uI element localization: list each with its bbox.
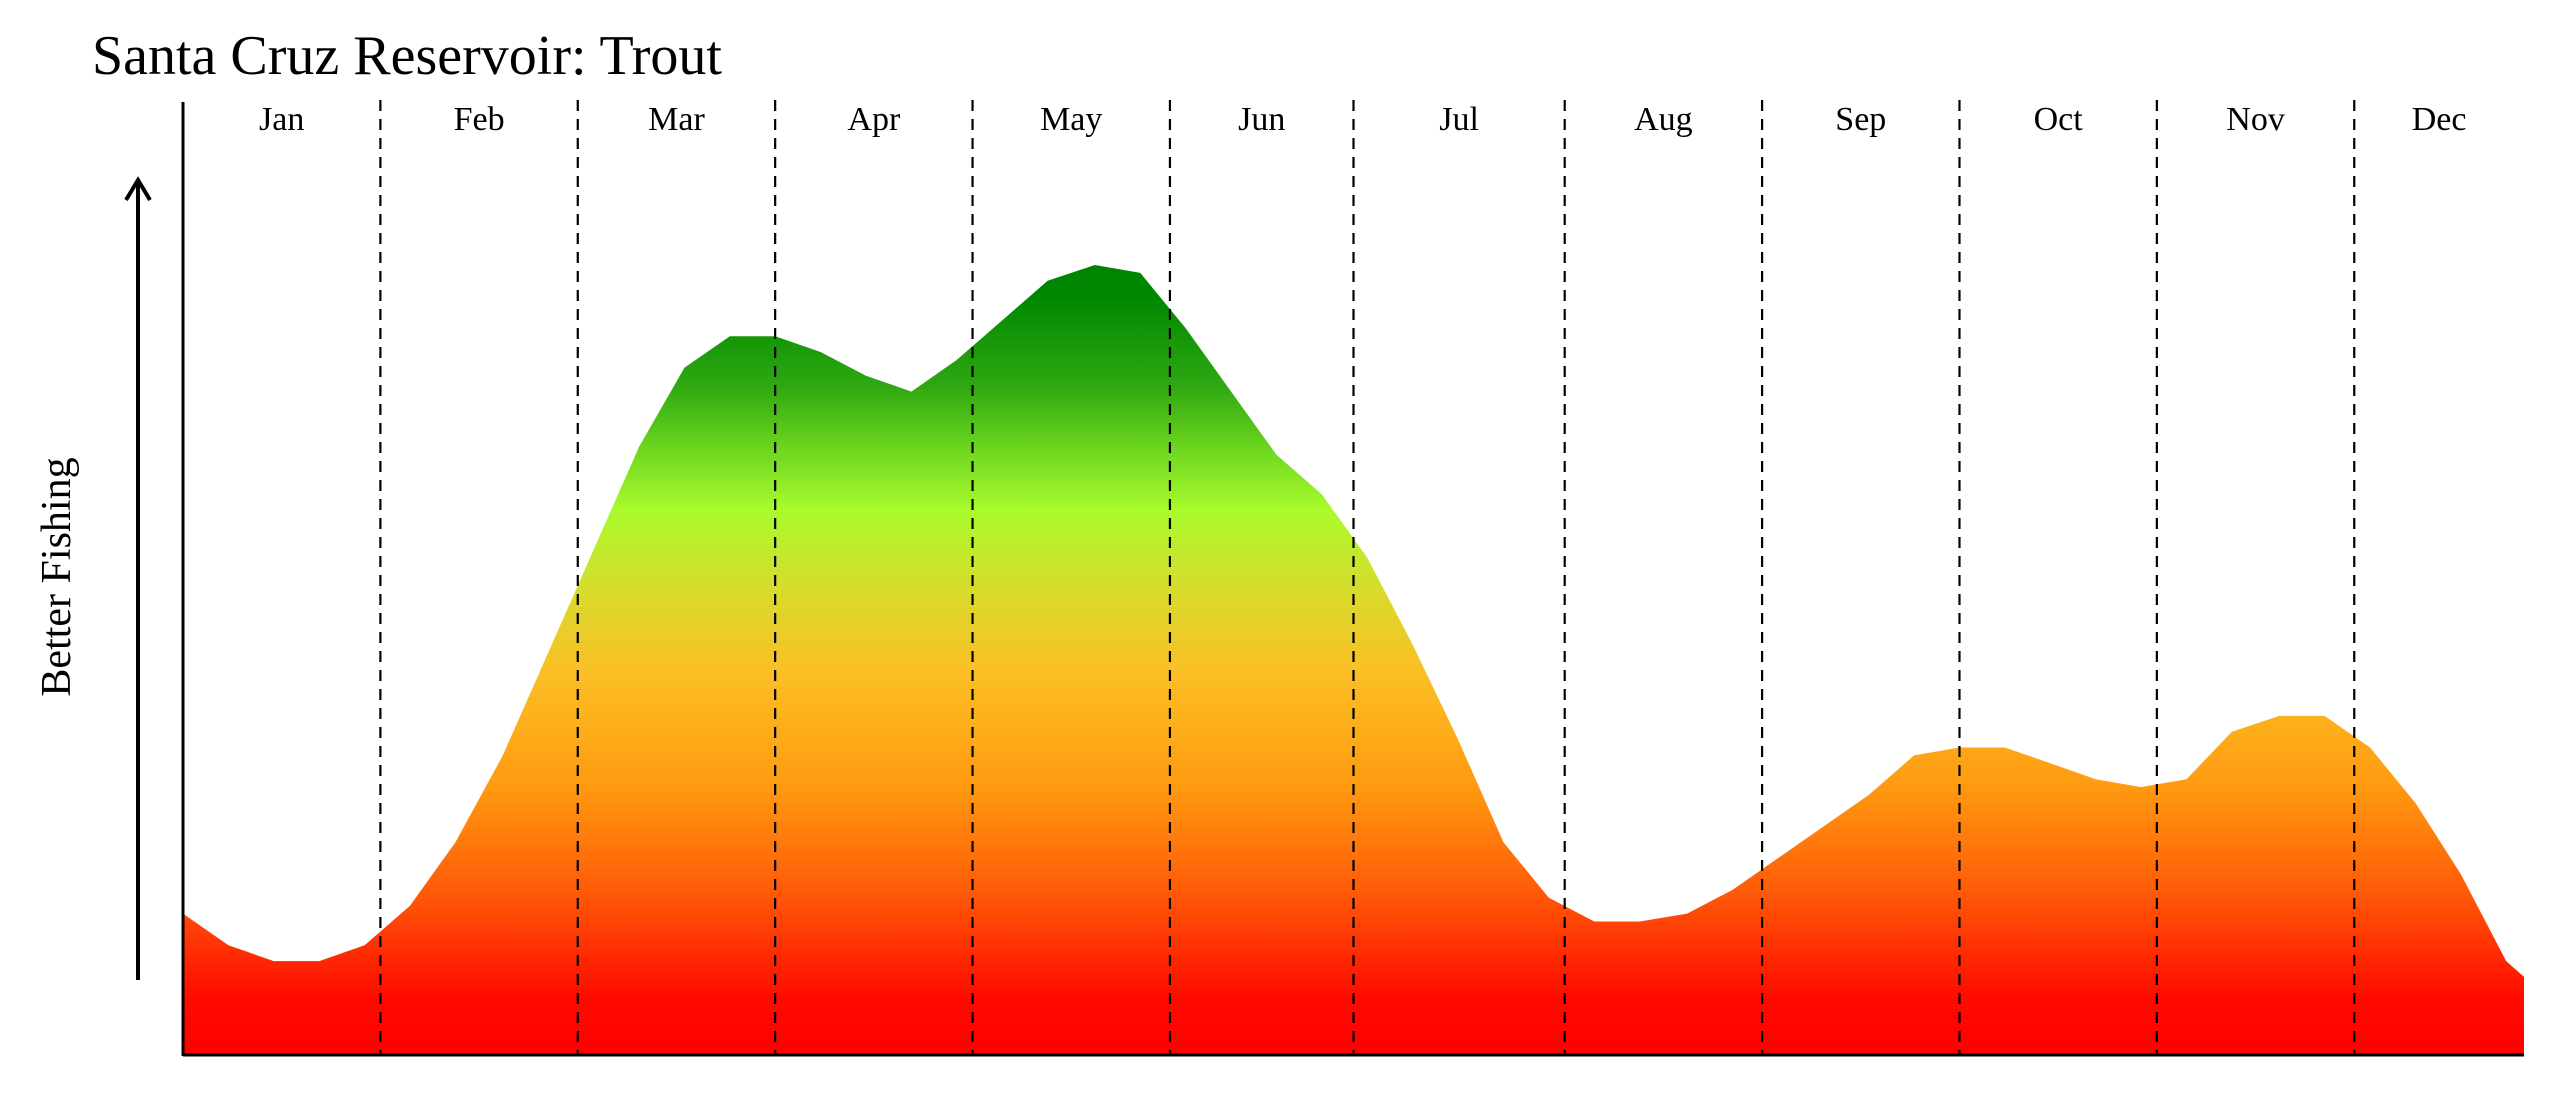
month-label-nov: Nov bbox=[2226, 101, 2285, 138]
month-label-apr: Apr bbox=[847, 101, 901, 138]
chart-title: Santa Cruz Reservoir: Trout bbox=[92, 25, 722, 87]
month-label-dec: Dec bbox=[2412, 101, 2467, 138]
month-label-oct: Oct bbox=[2034, 101, 2084, 138]
y-axis-label: Better Fishing bbox=[34, 457, 80, 696]
month-label-may: May bbox=[1040, 101, 1102, 138]
month-label-jun: Jun bbox=[1238, 101, 1285, 138]
month-label-aug: Aug bbox=[1634, 101, 1693, 138]
month-label-feb: Feb bbox=[454, 101, 505, 138]
month-label-jul: Jul bbox=[1439, 101, 1479, 138]
month-label-mar: Mar bbox=[648, 101, 705, 138]
month-labels: Jan Feb Mar Apr May Jun Jul Aug Sep Oct Nov Dec bbox=[259, 101, 2466, 138]
up-arrow-icon bbox=[124, 176, 152, 980]
month-label-jan: Jan bbox=[259, 101, 304, 138]
month-dividers bbox=[379, 100, 2356, 1056]
month-label-sep: Sep bbox=[1835, 101, 1886, 138]
